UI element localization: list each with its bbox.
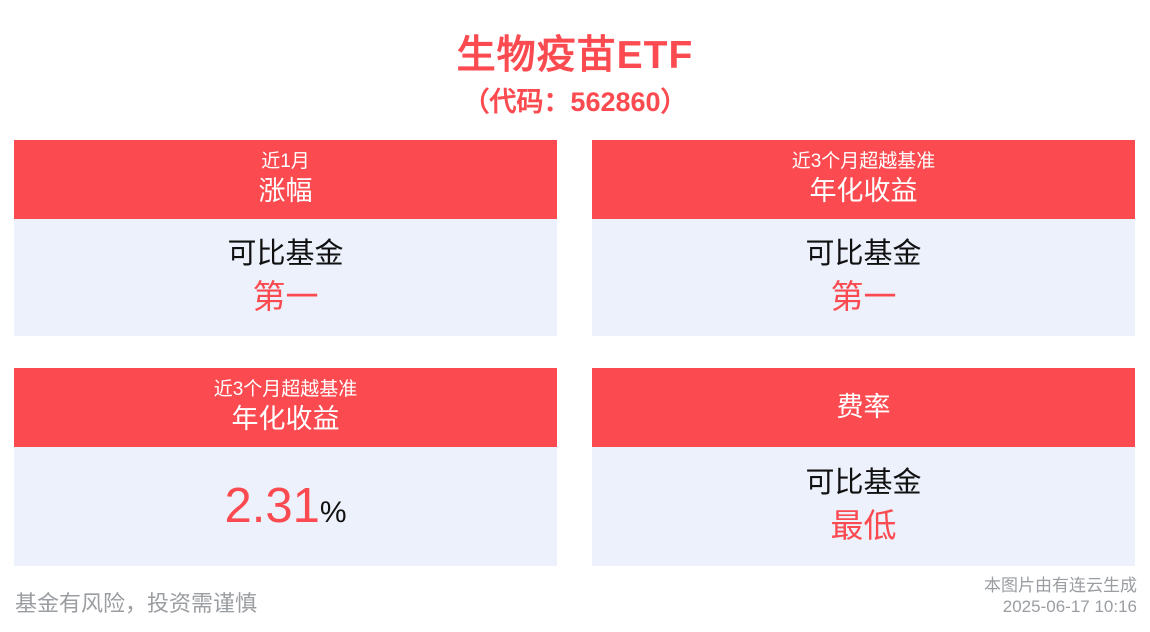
- fund-code-subtitle: （代码：562860）: [462, 87, 688, 117]
- peer-funds-label: 可比基金: [805, 238, 922, 271]
- peer-funds-label: 可比基金: [227, 238, 344, 271]
- peer-funds-label: 可比基金: [805, 467, 922, 500]
- card-3m-excess-rank: 近3个月超越基准 年化收益 可比基金 第一: [592, 140, 1135, 336]
- percent-sign: %: [319, 496, 347, 529]
- annualized-return-number: 2.31: [224, 479, 320, 533]
- card-3m-excess-value-body: 2.31%: [14, 447, 557, 566]
- page-title: 生物疫苗ETF: [456, 34, 694, 77]
- stat-card-grid: 近1月 涨幅 可比基金 第一 近3个月超越基准 年化收益 可比基金 第一 近3个…: [14, 140, 1135, 566]
- card-header-period: 近1月: [261, 150, 310, 172]
- card-3m-excess-rank-body: 可比基金 第一: [592, 219, 1135, 336]
- card-header-metric: 费率: [836, 391, 891, 422]
- card-1m-gain-header: 近1月 涨幅: [14, 140, 557, 219]
- card-3m-excess-value: 近3个月超越基准 年化收益 2.31%: [14, 368, 557, 566]
- card-header-period: 近3个月超越基准: [791, 150, 936, 172]
- generation-source: 本图片由有连云生成: [984, 576, 1137, 595]
- rank-highlight: 最低: [830, 507, 897, 545]
- card-fee-rate: 费率 可比基金 最低: [592, 368, 1135, 566]
- generation-timestamp: 2025-06-17 10:16: [1002, 597, 1137, 616]
- card-header-metric: 年化收益: [809, 176, 918, 207]
- card-1m-gain: 近1月 涨幅 可比基金 第一: [14, 140, 557, 336]
- card-header-metric: 涨幅: [258, 176, 313, 207]
- risk-disclaimer: 基金有风险，投资需谨慎: [15, 591, 258, 616]
- rank-highlight: 第一: [252, 278, 319, 316]
- card-fee-rate-header: 费率: [592, 368, 1135, 447]
- card-header-metric: 年化收益: [231, 404, 340, 435]
- card-3m-excess-rank-header: 近3个月超越基准 年化收益: [592, 140, 1135, 219]
- card-fee-rate-body: 可比基金 最低: [592, 447, 1135, 566]
- rank-highlight: 第一: [830, 278, 897, 316]
- card-3m-excess-value-header: 近3个月超越基准 年化收益: [14, 368, 557, 447]
- annualized-return-value: 2.31%: [224, 482, 346, 531]
- card-header-period: 近3个月超越基准: [213, 378, 358, 400]
- generation-credit: 本图片由有连云生成 2025-06-17 10:16: [984, 575, 1137, 617]
- card-1m-gain-body: 可比基金 第一: [14, 219, 557, 336]
